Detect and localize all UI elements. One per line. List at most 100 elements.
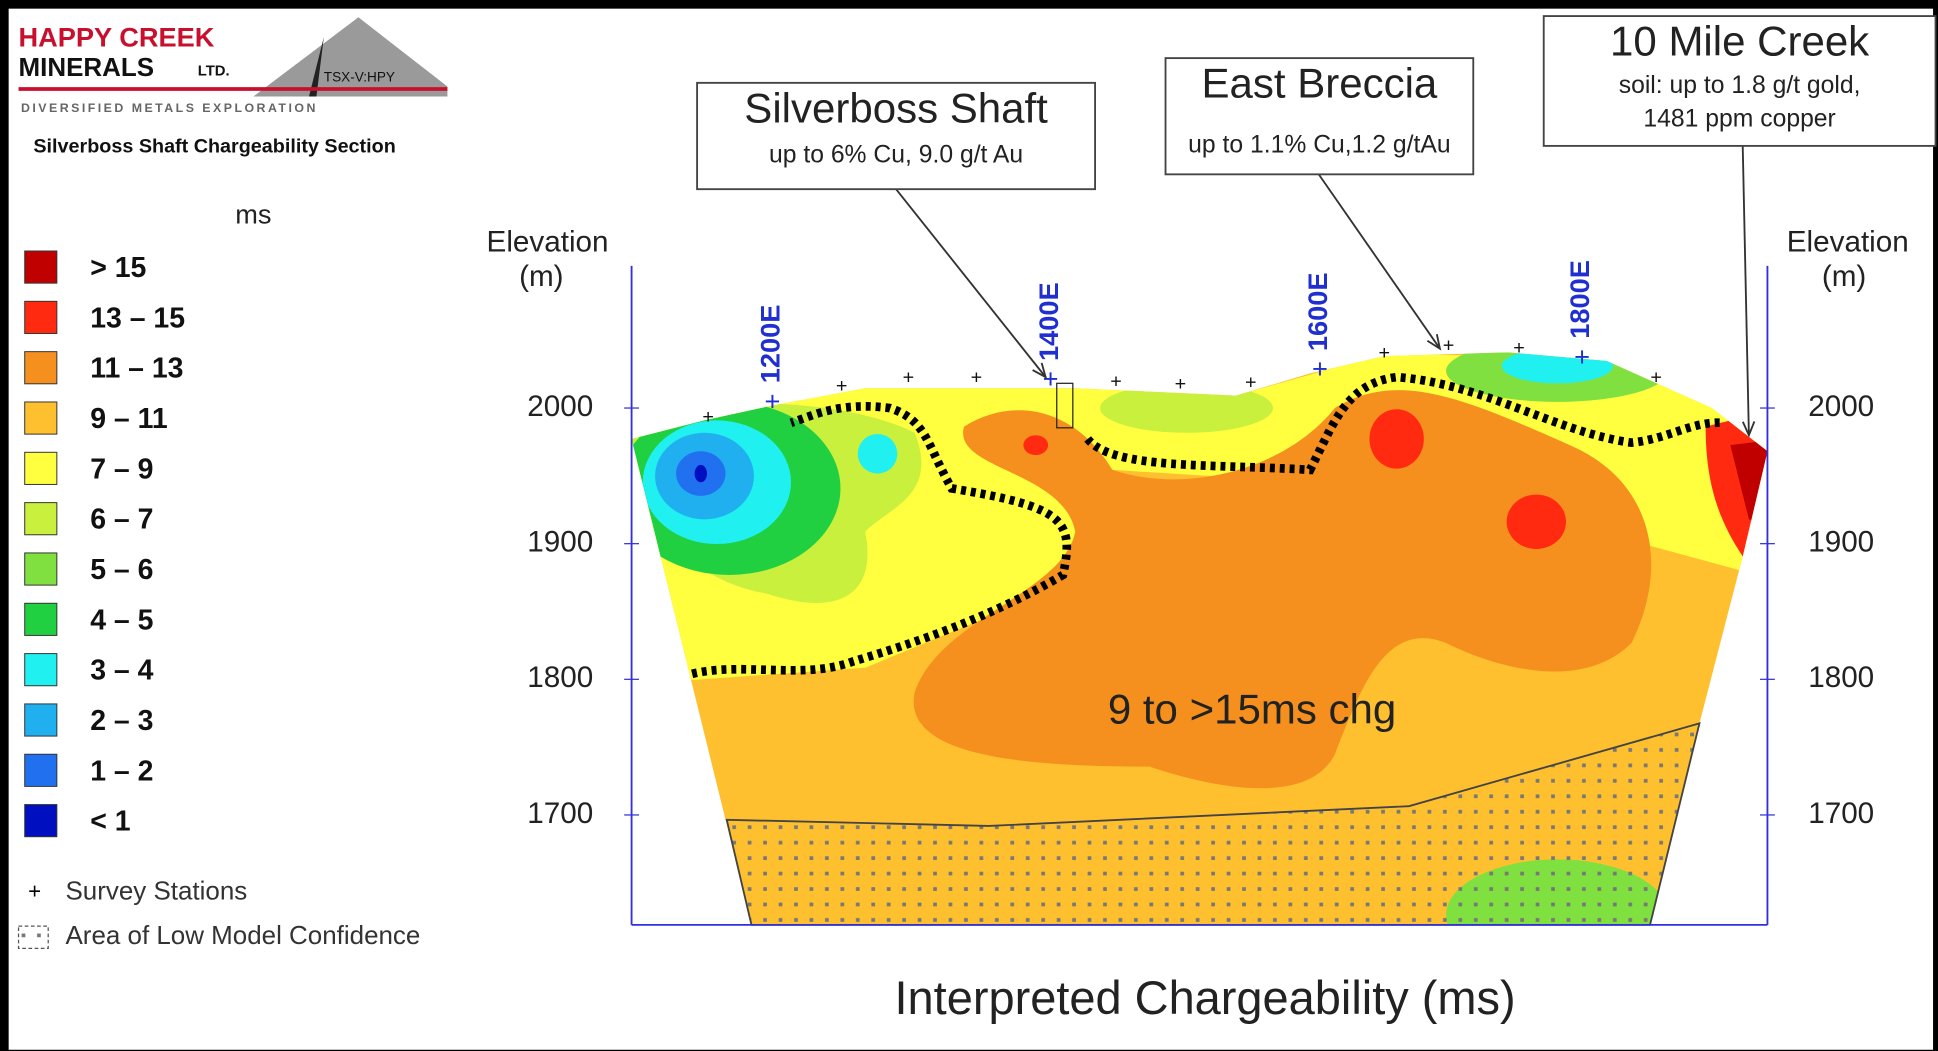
boundary-line bbox=[691, 372, 1725, 679]
legend-swatch bbox=[24, 351, 58, 385]
logo-mountain bbox=[253, 17, 448, 97]
legend-unit: ms bbox=[235, 199, 271, 230]
callout-text: up to 6% Cu, 9.0 g/t Au bbox=[769, 141, 1023, 168]
legend-swatch bbox=[24, 451, 58, 485]
shaft bbox=[1056, 382, 1074, 429]
legend-swatch bbox=[24, 653, 58, 687]
callout-box bbox=[1164, 57, 1475, 176]
tick-label: 2000 bbox=[1808, 390, 1874, 423]
survey-station: + bbox=[1443, 334, 1455, 356]
legend-swatch bbox=[17, 925, 49, 949]
company-name: HAPPY CREEK bbox=[19, 22, 215, 53]
legend-swatch bbox=[24, 502, 58, 536]
annotation: 9 to >15ms chg bbox=[1108, 685, 1396, 732]
callout-title: Silverboss Shaft bbox=[744, 84, 1048, 131]
station-label: 1800E bbox=[1564, 260, 1595, 339]
legend-label: 11 – 13 bbox=[90, 353, 183, 385]
contour bbox=[913, 390, 1652, 789]
legend-label: 7 – 9 bbox=[90, 453, 153, 485]
tick-label: 1800 bbox=[527, 661, 593, 694]
station-symbol: + bbox=[28, 879, 41, 904]
survey-station: + bbox=[903, 367, 915, 389]
station-plus: + bbox=[765, 385, 781, 416]
tagline: DIVERSIFIED METALS EXPLORATION bbox=[21, 101, 318, 115]
legend-swatch bbox=[24, 250, 58, 284]
company-suffix: LTD. bbox=[198, 64, 230, 80]
legend-label: 13 – 15 bbox=[90, 302, 185, 334]
axis-title: Elevation bbox=[487, 225, 609, 258]
survey-station: + bbox=[836, 375, 848, 397]
stations: ++ + + + + ++ + +++1200E +1400E+1600E+1800E bbox=[702, 260, 1662, 428]
tick-label: 1800 bbox=[1808, 661, 1874, 694]
callout-arrow bbox=[1741, 145, 1750, 436]
station-plus: + bbox=[1312, 353, 1328, 384]
callout-box bbox=[1542, 15, 1937, 147]
station-plus: + bbox=[1574, 341, 1590, 372]
callouts: Silverboss Shaft up to 6% Cu, 9.0 g/t Au E… bbox=[696, 15, 1937, 438]
subtitle: Silverboss Shaft Chargeability Section bbox=[33, 135, 395, 157]
legend-label: Area of Low Model Confidence bbox=[66, 920, 421, 950]
contour bbox=[1506, 494, 1566, 549]
contour bbox=[1023, 435, 1049, 456]
axis-unit: (m) bbox=[519, 260, 563, 293]
legend-swatch bbox=[24, 753, 58, 787]
tick-label: 2000 bbox=[527, 390, 593, 423]
station-label: 1600E bbox=[1302, 273, 1333, 352]
logo-peak bbox=[308, 37, 324, 97]
axis-unit: (m) bbox=[1822, 260, 1866, 293]
legend-label: 9 – 11 bbox=[90, 403, 168, 435]
arrow-head bbox=[1741, 421, 1756, 438]
contour bbox=[1369, 409, 1424, 469]
contour bbox=[1100, 383, 1274, 433]
station-label: 1200E bbox=[755, 305, 786, 384]
legend-swatch bbox=[24, 300, 58, 334]
axis-title: Elevation bbox=[1787, 225, 1909, 258]
ticker: TSX-V:HPY bbox=[324, 69, 395, 84]
legend-label: 6 – 7 bbox=[90, 504, 153, 536]
legend-label: < 1 bbox=[90, 806, 130, 838]
station-label: 1400E bbox=[1033, 282, 1064, 361]
legend-label: 2 – 3 bbox=[90, 705, 153, 737]
callout-arrow bbox=[1318, 173, 1441, 350]
callout-box bbox=[696, 81, 1096, 191]
legend-label: 3 – 4 bbox=[90, 655, 153, 687]
callout-arrow bbox=[895, 188, 1047, 378]
legend-swatch bbox=[24, 602, 58, 636]
callout-title: 10 Mile Creek bbox=[1610, 18, 1870, 65]
company-name: MINERALS bbox=[19, 52, 155, 82]
arrow-head bbox=[1032, 362, 1048, 379]
callout-text: 1481 ppm copper bbox=[1643, 105, 1835, 132]
legend: > 15 13 – 15 11 – 13 9 – 11 7 – 9 6 – 7 5 – 6 4… bbox=[24, 250, 185, 838]
survey-station: + bbox=[1175, 373, 1187, 395]
legend-label: 1 – 2 bbox=[90, 755, 153, 787]
callout-title: East Breccia bbox=[1201, 60, 1437, 107]
contour bbox=[694, 464, 707, 483]
legend-swatch bbox=[24, 401, 58, 435]
legend-label: 4 – 5 bbox=[90, 604, 153, 636]
legend-label: Survey Stations bbox=[66, 876, 248, 906]
legend-label: > 15 bbox=[90, 252, 146, 284]
legend-swatch bbox=[24, 804, 58, 838]
axes: 2000 2000 1900 1900 1800 1800 1700 1700 bbox=[527, 265, 1874, 926]
x-title: Interpreted Chargeability (ms) bbox=[894, 971, 1515, 1024]
survey-station: + bbox=[1513, 337, 1525, 359]
survey-station: + bbox=[1650, 367, 1662, 389]
arrow-head bbox=[1426, 333, 1442, 351]
survey-station: + bbox=[702, 406, 714, 428]
survey-station: + bbox=[1245, 372, 1257, 394]
station-plus: + bbox=[1043, 363, 1059, 394]
legend-swatch bbox=[24, 552, 58, 586]
tick-label: 1900 bbox=[1808, 526, 1874, 559]
survey-station: + bbox=[971, 367, 983, 389]
survey-station: + bbox=[1379, 342, 1391, 364]
tick-label: 1700 bbox=[527, 797, 593, 830]
tick-label: 1700 bbox=[1808, 797, 1874, 830]
contour bbox=[857, 434, 898, 474]
legend-swatch bbox=[24, 703, 58, 737]
legend-label: 5 – 6 bbox=[90, 554, 153, 586]
tick-label: 1900 bbox=[527, 526, 593, 559]
survey-station: + bbox=[1110, 370, 1122, 392]
callout-text: up to 1.1% Cu,1.2 g/tAu bbox=[1188, 131, 1450, 158]
